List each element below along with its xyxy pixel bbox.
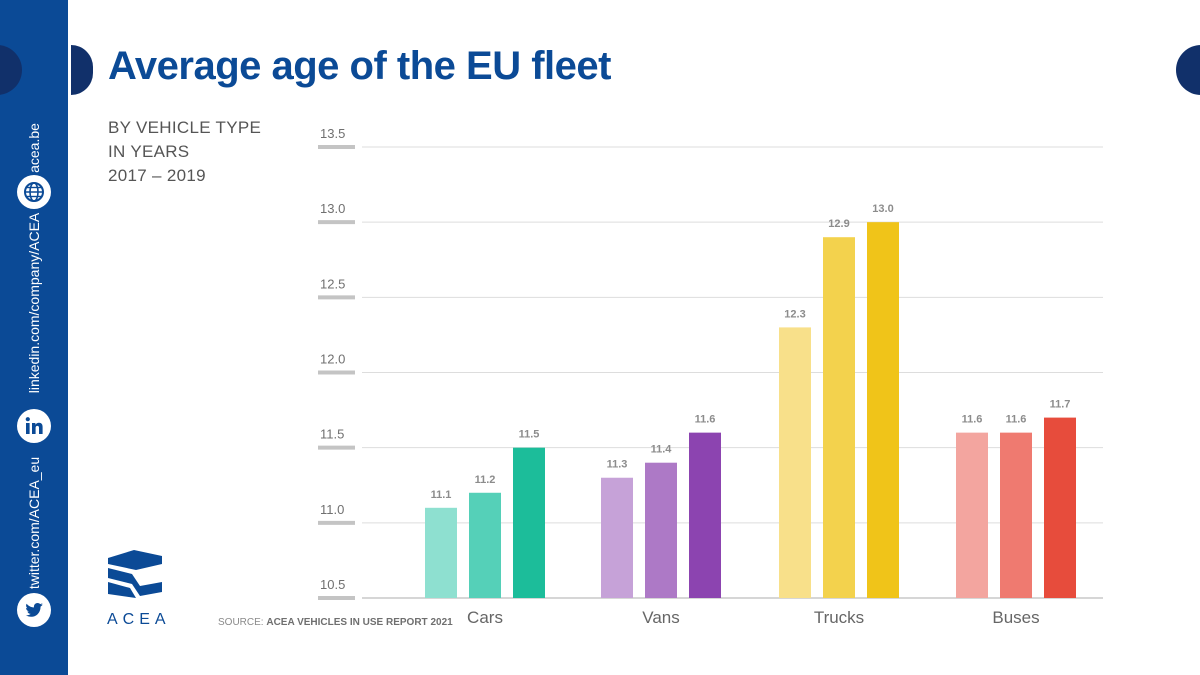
data-label: 11.7: [1050, 399, 1071, 411]
x-tick-label: Cars: [467, 608, 503, 627]
data-label: 12.9: [828, 218, 849, 230]
x-tick-label: Trucks: [814, 608, 864, 627]
decorative-circle-left: [0, 45, 22, 95]
data-label: 11.5: [519, 429, 540, 441]
source-prefix: SOURCE:: [218, 617, 264, 628]
bar: [469, 492, 501, 598]
data-label: 11.2: [475, 474, 496, 486]
y-tick-label: 13.0: [320, 201, 345, 216]
data-label: 12.3: [784, 308, 805, 320]
y-tick-label: 10.5: [320, 577, 345, 592]
bar: [601, 477, 633, 598]
twitter-icon: [17, 593, 51, 627]
data-label: 11.1: [431, 489, 452, 501]
y-tick-label: 11.5: [320, 427, 344, 442]
subtitle-line-3: 2017 – 2019: [108, 166, 206, 185]
bar: [823, 237, 855, 598]
linkedin-icon: [17, 409, 51, 443]
bar: [513, 447, 545, 598]
source-note: SOURCE: ACEA VEHICLES IN USE REPORT 2021: [218, 617, 453, 628]
logo-text: ACEA: [107, 611, 171, 628]
bar: [1000, 432, 1032, 598]
bar: [645, 462, 677, 598]
bar: [956, 432, 988, 598]
acea-logo-icon: [108, 550, 162, 598]
data-label: 11.6: [695, 414, 716, 426]
y-tick-label: 11.0: [320, 502, 344, 517]
source-text: ACEA VEHICLES IN USE REPORT 2021: [266, 617, 453, 628]
x-tick-label: Buses: [992, 608, 1039, 627]
y-tick-label: 12.0: [320, 352, 345, 367]
subtitle-line-1: BY VEHICLE TYPE: [108, 118, 262, 137]
bar: [425, 507, 457, 598]
decorative-halfcircle-left: [71, 45, 93, 95]
bar: [689, 432, 721, 598]
subtitle-line-2: IN YEARS: [108, 142, 190, 161]
y-tick-label: 12.5: [320, 276, 345, 291]
page-title: Average age of the EU fleet: [108, 44, 611, 88]
chart-subtitle: BY VEHICLE TYPE IN YEARS 2017 – 2019: [108, 116, 261, 188]
social-sidebar: acea.be linkedin.com/company/ACEA twitte…: [0, 0, 68, 675]
x-tick-label: Vans: [642, 608, 680, 627]
data-label: 11.6: [1006, 414, 1027, 426]
globe-icon: [17, 175, 51, 209]
data-label: 13.0: [872, 203, 893, 215]
y-tick-label: 13.5: [320, 126, 345, 141]
data-label: 11.4: [651, 444, 673, 456]
bar: [779, 327, 811, 598]
bar: [1044, 417, 1076, 598]
data-label: 11.3: [607, 459, 628, 471]
bar: [867, 222, 899, 598]
data-label: 11.6: [962, 414, 983, 426]
